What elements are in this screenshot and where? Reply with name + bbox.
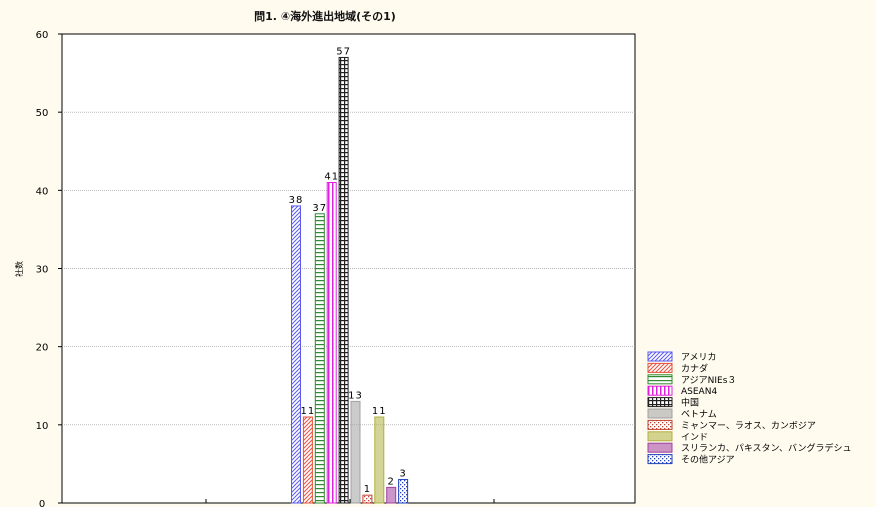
y-tick-label: 30 [36,265,49,276]
legend-swatch [647,431,673,442]
legend-label: ベトナム [681,409,717,420]
bar [338,56,349,504]
bar [326,182,337,504]
bar [398,479,409,504]
legend-label: アジアNIEs３ [681,376,736,386]
bars [291,56,409,504]
data-label: 2 [388,476,395,487]
legend-swatch [647,374,673,385]
legend-swatch [647,351,673,362]
legend-label: スリランカ、パキスタン、バングラデシュ [681,442,851,454]
data-label: 1 [364,484,371,495]
y-axis: 0 10 20 30 40 50 60 [36,30,636,507]
y-axis-label: 社数 [14,261,24,277]
legend-swatch [647,397,673,408]
bar [386,486,397,504]
bar [374,416,385,504]
legend-label: その他アジア [681,454,735,466]
data-label: 11 [372,406,387,417]
y-tick-label: 50 [36,108,49,119]
data-label: 11 [301,406,316,417]
data-label: 38 [289,195,304,206]
y-tick-label: 10 [36,421,49,432]
legend-label: アメリカ [681,352,717,363]
legend-swatch [647,442,673,453]
bar [350,400,361,504]
bar [302,416,313,504]
data-label: 37 [312,203,327,214]
legend-swatch [647,362,673,373]
chart-title: 問1. ④海外進出地域(その1) [254,9,396,23]
legend-swatch [647,408,673,419]
legend-label: 中国 [681,397,699,409]
y-tick-label: 60 [36,30,49,41]
legend-swatch [647,385,673,396]
legend-label: ASEAN4 [681,387,717,397]
legend-swatch [647,419,673,430]
bar [291,205,301,504]
bar [314,213,325,504]
data-label: 13 [348,390,363,401]
legend-label: インド [681,433,708,443]
data-label: 41 [324,172,339,183]
y-tick-label: 20 [36,343,49,354]
legend-label: ミャンマー、ラオス、カンボジア [681,420,816,431]
data-label: 57 [336,46,351,57]
legend-swatch [647,454,673,465]
y-tick-label: 40 [36,186,49,197]
legend: アメリカカナダアジアNIEs３ASEAN4中国ベトナムミャンマー、ラオス、カンボ… [647,351,851,466]
y-tick-label: 0 [39,499,45,507]
bar [362,494,373,504]
data-label: 3 [399,469,406,480]
legend-label: カナダ [681,362,708,374]
